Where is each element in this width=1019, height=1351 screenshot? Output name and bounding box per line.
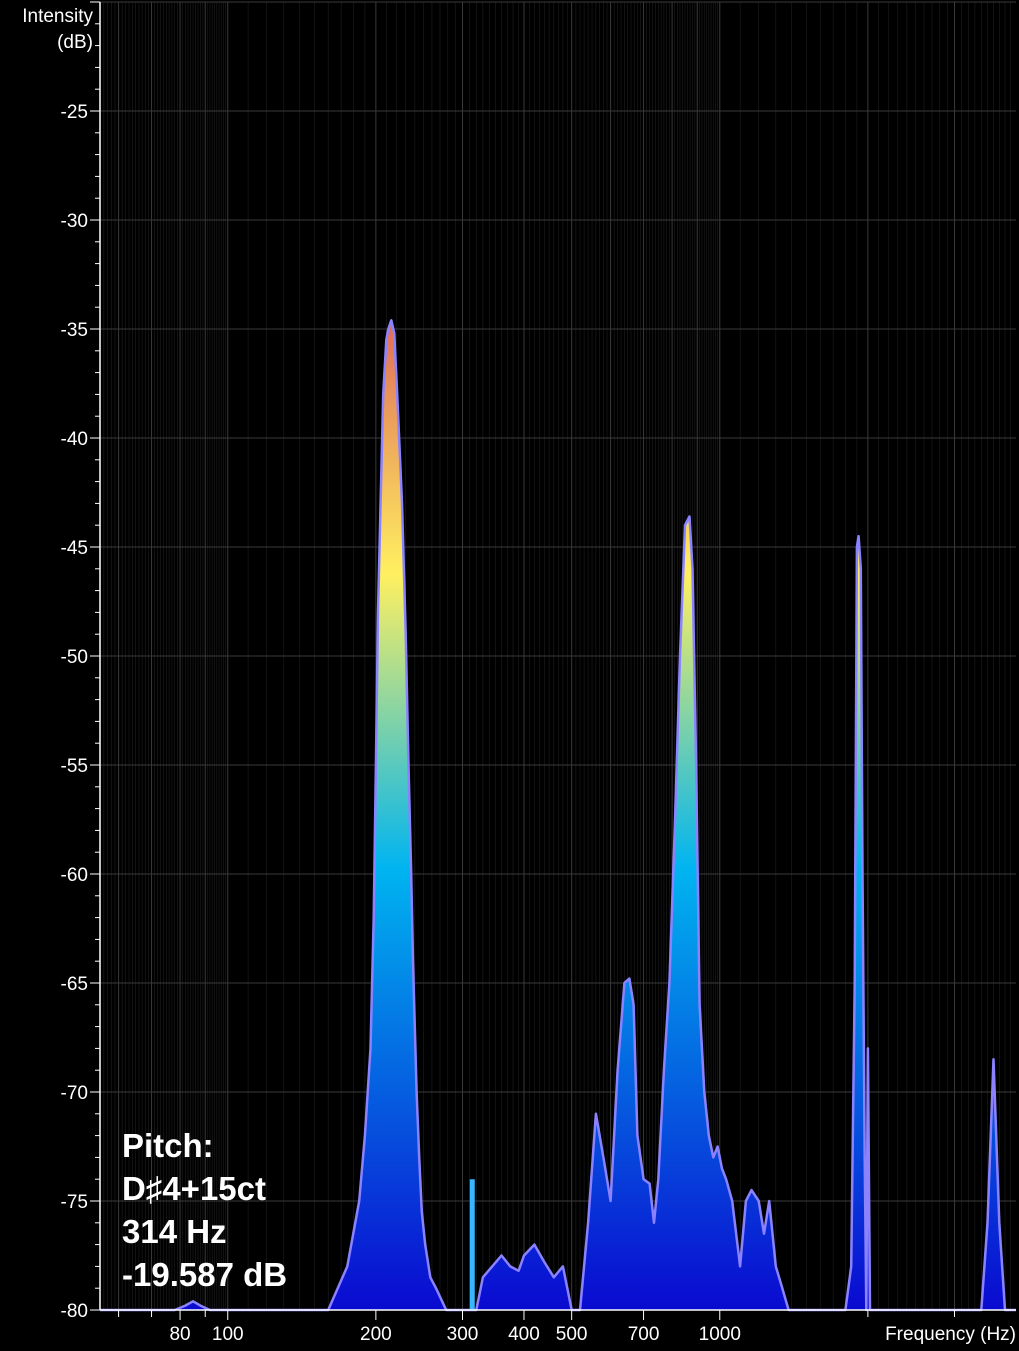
y-tick-label: -60 <box>61 865 88 886</box>
y-tick-label: -65 <box>61 974 88 995</box>
y-tick-label: -55 <box>61 756 88 777</box>
axes <box>90 1 1016 1320</box>
x-axis-title: Frequency (Hz) <box>885 1324 1016 1345</box>
y-tick-label: -40 <box>61 429 88 450</box>
readout-level: -19.587 dB <box>122 1256 288 1293</box>
y-tick-label: -50 <box>61 647 88 668</box>
y-tick-label: -70 <box>61 1083 88 1104</box>
y-tick-label: -25 <box>61 102 88 123</box>
spectrum-outline <box>100 319 1016 1312</box>
y-axis-title-line1: Intensity <box>22 6 93 27</box>
y-tick-label: -45 <box>61 538 88 559</box>
readout-frequency: 314 Hz <box>122 1213 227 1250</box>
x-tick-label: 400 <box>508 1324 540 1345</box>
spectrum-area <box>100 319 1016 1312</box>
x-tick-label: 1000 <box>699 1324 741 1345</box>
pitch-readout: Pitch: D♯4+15ct 314 Hz -19.587 dB <box>122 1124 287 1296</box>
y-tick-labels: -25 -30 -35 -40 -45 -50 -55 -60 -65 -70 -75 -80 <box>61 102 88 1322</box>
x-tick-label: 700 <box>628 1324 660 1345</box>
x-tick-label: 200 <box>360 1324 392 1345</box>
readout-title: Pitch: <box>122 1127 214 1164</box>
y-tick-label: -80 <box>61 1301 88 1322</box>
x-tick-label: 80 <box>169 1324 190 1345</box>
x-tick-label: 500 <box>556 1324 588 1345</box>
readout-note: D♯4+15ct <box>122 1170 267 1207</box>
x-tick-labels: 80 100 200 300 400 500 700 1000 <box>169 1324 740 1345</box>
y-tick-label: -75 <box>61 1192 88 1213</box>
x-tick-label: 300 <box>447 1324 479 1345</box>
y-tick-label: -30 <box>61 211 88 232</box>
y-axis-title-line2: (dB) <box>57 32 93 53</box>
y-tick-label: -35 <box>61 320 88 341</box>
x-tick-label: 100 <box>212 1324 244 1345</box>
